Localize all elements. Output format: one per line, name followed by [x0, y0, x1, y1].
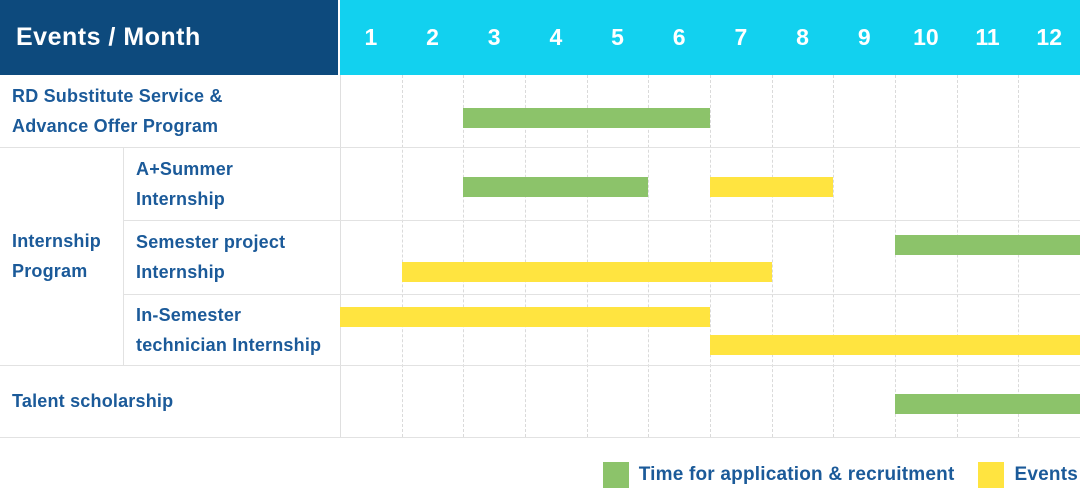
month-label: 7 [734, 24, 748, 50]
row-label-semester-project: Semester project Internship [136, 232, 286, 282]
subcolumn-divider [123, 147, 124, 365]
table-title-text: Events / Month [16, 23, 201, 51]
legend-swatch-yellow [978, 462, 1005, 488]
grid-line [463, 75, 465, 437]
gantt-bar [710, 335, 1080, 355]
row-label-a-plus-summer: A+Summer Internship [136, 158, 234, 209]
legend-label-events: Events [1014, 464, 1078, 485]
grid-line [895, 75, 896, 437]
gantt-bar [710, 177, 834, 197]
row-label-in-semester-technician: In-Semester technician Internship [136, 304, 322, 355]
month-label: 9 [857, 24, 871, 50]
row-border [123, 294, 1080, 295]
month-label: 2 [426, 24, 439, 50]
legend: Time for application & recruitment Event… [0, 462, 1078, 488]
month-label: 1 [364, 24, 378, 50]
legend-swatch-green [602, 462, 629, 488]
gantt-bar [463, 177, 649, 197]
row-border [0, 147, 1080, 148]
month-label: 11 [975, 24, 1000, 50]
grid-line [525, 75, 526, 437]
grid-line [833, 75, 835, 437]
row-label-rd-substitute: RD Substitute Service & Advance Offer Pr… [12, 86, 223, 136]
row-label-talent-scholarship: Talent scholarship [12, 391, 174, 411]
grid-line [586, 75, 588, 437]
grid-line [1018, 75, 1020, 437]
month-label: 8 [796, 24, 809, 50]
legend-item-events: Events [978, 462, 1078, 488]
grid-line [771, 75, 773, 437]
gantt-bar [401, 262, 772, 282]
month-header: 1 2 3 4 5 6 7 8 9 10 11 12 [340, 0, 1080, 75]
table-bottom-border [0, 437, 1080, 438]
month-label: 6 [672, 24, 686, 50]
gantt-bar [895, 394, 1080, 414]
grid-line [401, 75, 403, 437]
gantt-bar [463, 108, 710, 128]
group-label-internship-program: Internship Program [12, 231, 102, 281]
grid-line [710, 75, 711, 437]
row-border [0, 365, 1080, 366]
grid-line [648, 75, 650, 437]
gantt-bar [895, 235, 1080, 255]
legend-label-recruitment: Time for application & recruitment [638, 464, 955, 485]
legend-item-recruitment: Time for application & recruitment [602, 462, 955, 488]
grid-line [956, 75, 958, 437]
month-label: 4 [549, 24, 563, 50]
gantt-bar [340, 307, 710, 327]
month-label: 12 [1036, 24, 1063, 50]
month-label: 3 [487, 24, 501, 50]
row-border [123, 220, 1080, 221]
table-title: Events / Month [0, 0, 338, 75]
grid-axis-line [340, 75, 341, 437]
month-label: 5 [611, 24, 624, 50]
month-label: 10 [913, 24, 939, 50]
